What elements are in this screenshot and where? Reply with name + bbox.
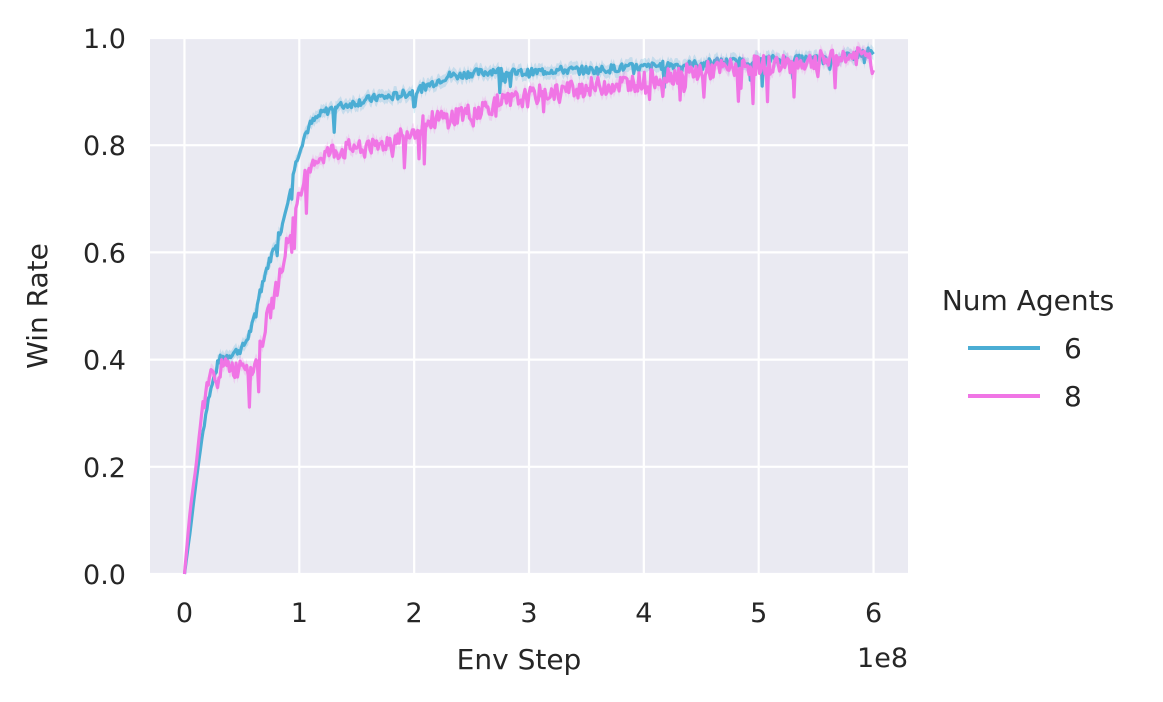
- x-tick-label: 3: [520, 598, 537, 629]
- y-tick-label: 0.6: [83, 238, 126, 269]
- x-axis-offset-label: 1e8: [857, 643, 908, 674]
- y-axis-title: Win Rate: [21, 243, 54, 369]
- grid-lines: [150, 36, 908, 576]
- x-tick-label: 6: [865, 598, 882, 629]
- legend: Num Agents 68: [942, 284, 1114, 413]
- x-tick-label: 5: [750, 598, 767, 629]
- series-8-line: [182, 46, 875, 575]
- y-tick-label: 0.8: [83, 131, 126, 162]
- legend-title: Num Agents: [942, 284, 1114, 317]
- legend-label-8: 8: [1064, 380, 1082, 413]
- y-tick-label: 1.0: [83, 24, 126, 55]
- x-tick-label: 1: [291, 598, 308, 629]
- x-tick-label: 4: [635, 598, 652, 629]
- series-lines: [182, 41, 875, 575]
- x-axis-title: Env Step: [457, 643, 582, 676]
- tick-labels: 0 1 2 3 4 5 6 0.0 0.2 0.4 0.6 0.8 1.0: [83, 24, 882, 629]
- x-tick-label: 2: [406, 598, 423, 629]
- y-tick-label: 0.2: [83, 453, 126, 484]
- x-tick-label: 0: [176, 598, 193, 629]
- y-tick-label: 0.4: [83, 346, 126, 377]
- legend-label-6: 6: [1064, 332, 1082, 365]
- legend-items: 68: [968, 332, 1082, 413]
- y-tick-label: 0.0: [83, 560, 126, 591]
